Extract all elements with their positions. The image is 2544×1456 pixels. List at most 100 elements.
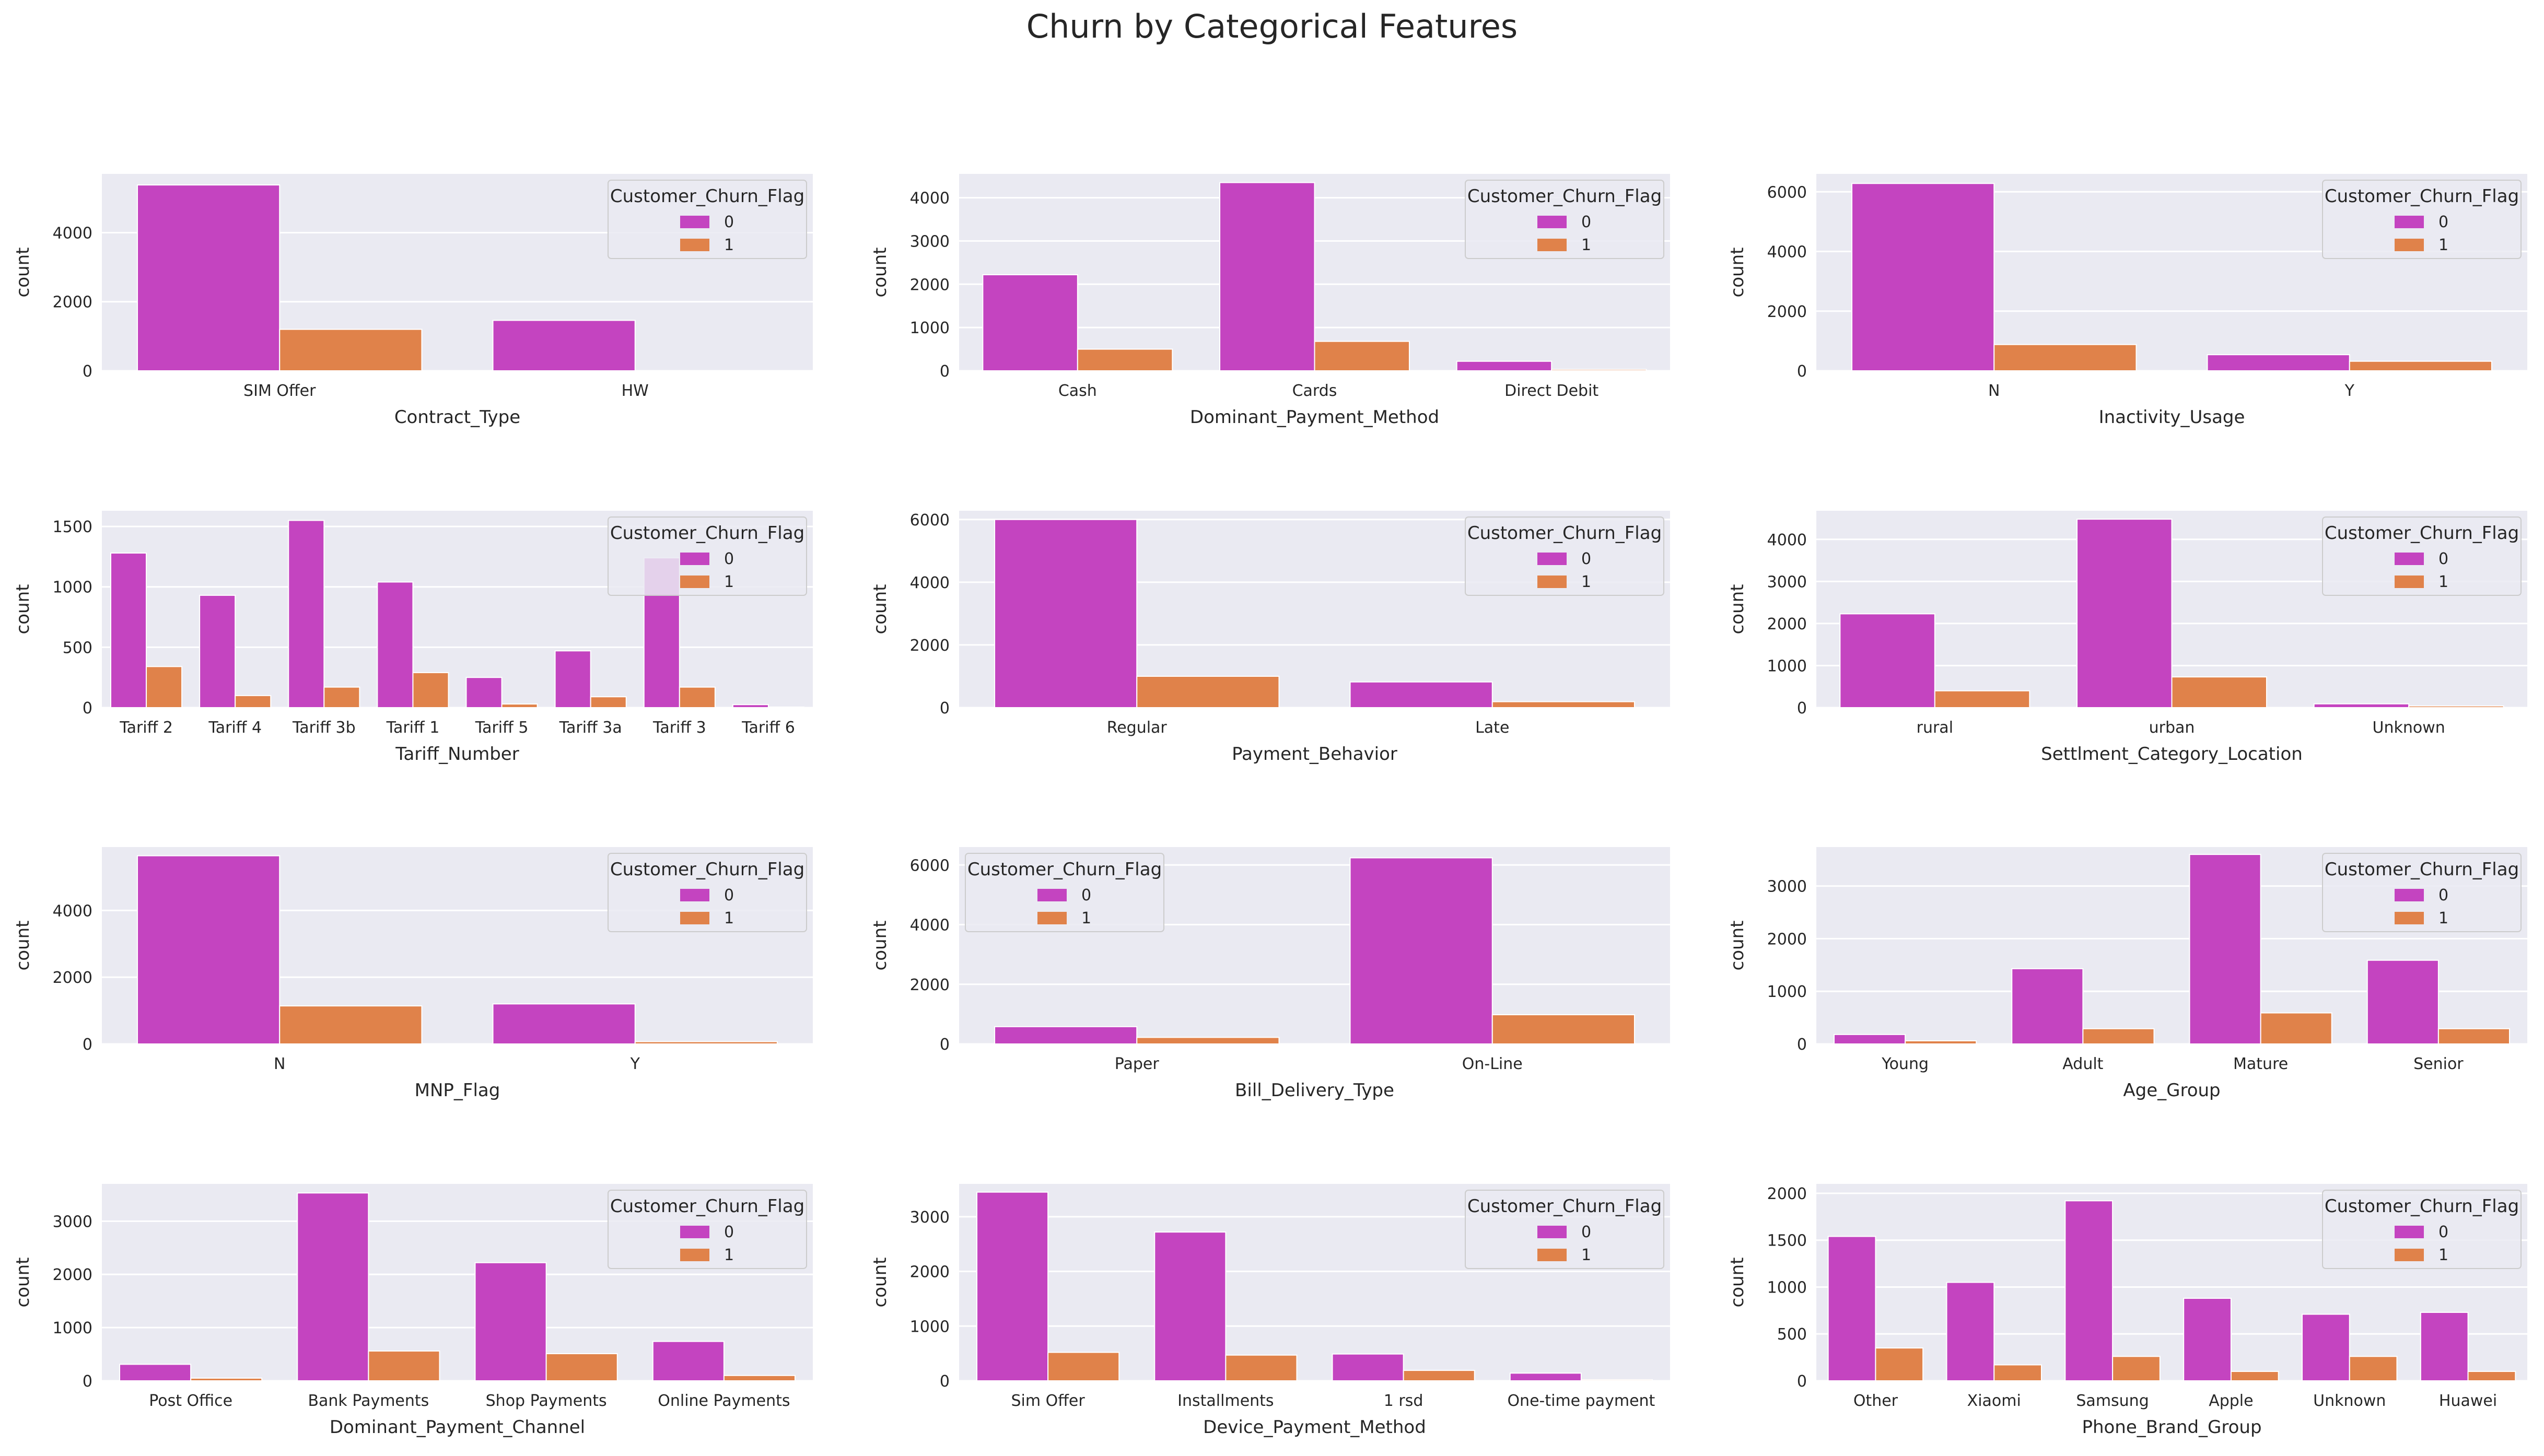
bar-Phone_Brand_Group-Xiaomi-1 <box>1993 1364 2042 1382</box>
legend-label: 0 <box>2438 1223 2448 1241</box>
bar-Device_Payment_Method-Installments-0 <box>1154 1231 1227 1381</box>
y-tick-label: 3000 <box>910 232 950 251</box>
x-tick-label: Tariff 1 <box>386 719 440 737</box>
y-tick-label: 4000 <box>53 224 92 242</box>
bar-Age_Group-Mature-0 <box>2189 854 2261 1044</box>
x-tick-label: Y <box>2344 382 2355 400</box>
y-tick-label: 1000 <box>910 319 950 337</box>
bar-Dominant_Payment_Method-Cash-1 <box>1077 348 1173 371</box>
subplot: 0 1000 2000 3000 4000 rural urban Unknown Settlm… <box>1727 511 2527 765</box>
y-axis-label: count <box>1727 584 1748 635</box>
y-axis-label: count <box>13 584 33 635</box>
x-tick-label: Installments <box>1177 1392 1274 1410</box>
y-tick-label: 1500 <box>53 518 92 536</box>
y-tick-label: 4000 <box>910 917 950 935</box>
bar-Dominant_Payment_Channel-Post Office-1 <box>190 1377 263 1382</box>
legend: Customer_Churn_Flag 0 1 <box>2322 1190 2522 1269</box>
legend-label: 0 <box>724 886 734 905</box>
y-tick-label: 0 <box>83 699 92 718</box>
legend: Customer_Churn_Flag 0 1 <box>608 516 807 596</box>
x-axis-label: Settlment_Category_Location <box>2041 744 2303 765</box>
subplot: 0 500 1000 1500 Tariff 2 Tariff 4 Tariff 3b Tar… <box>13 511 813 765</box>
x-tick-label: Online Payments <box>658 1392 790 1410</box>
bar-Age_Group-Adult-1 <box>2082 1028 2155 1044</box>
bar-Payment_Behavior-Regular-1 <box>1136 675 1280 708</box>
bar-MNP_Flag-N-1 <box>279 1005 423 1044</box>
legend-swatch <box>1037 889 1067 901</box>
x-tick-label: SIM Offer <box>243 382 316 400</box>
bar-Inactivity_Usage-Y-1 <box>2349 360 2492 371</box>
subplot: 0 1000 2000 3000 Sim Offer Installments 1 rsd O… <box>870 1184 1670 1438</box>
legend-label: 1 <box>2438 1246 2448 1264</box>
bar-Bill_Delivery_Type-Paper-1 <box>1136 1037 1280 1045</box>
x-tick-label: Cards <box>1292 382 1337 400</box>
y-tick-label: 6000 <box>910 511 950 530</box>
bar-Payment_Behavior-Regular-0 <box>994 519 1138 708</box>
bar-Payment_Behavior-Late-1 <box>1491 701 1635 709</box>
y-tick-label: 0 <box>1797 362 1807 381</box>
x-axis-label: Age_Group <box>2123 1080 2220 1101</box>
legend-title: Customer_Churn_Flag <box>967 859 1162 880</box>
y-tick-label: 0 <box>940 362 950 381</box>
bar-Tariff_Number-Tariff 2-0 <box>110 552 147 708</box>
y-tick-label: 0 <box>83 1036 92 1054</box>
legend: Customer_Churn_Flag 0 1 <box>608 180 807 259</box>
figure-title: Churn by Categorical Features <box>1026 7 1518 45</box>
x-tick-label: Unknown <box>2313 1392 2386 1410</box>
y-tick-label: 2000 <box>910 276 950 294</box>
x-tick-label: On-Line <box>1462 1055 1523 1073</box>
legend-swatch <box>680 1249 709 1261</box>
legend-title: Customer_Churn_Flag <box>1467 186 1662 207</box>
y-tick-label: 4000 <box>1767 243 1807 262</box>
x-tick-label: Regular <box>1107 719 1168 737</box>
y-tick-label: 0 <box>940 1036 950 1054</box>
subplot: 0 2000 4000 6000 Paper On-Line Bill_Delivery_T… <box>870 847 1670 1101</box>
legend-label: 0 <box>2438 886 2448 905</box>
y-tick-label: 0 <box>83 1372 92 1391</box>
bar-Dominant_Payment_Channel-Post Office-0 <box>119 1364 192 1382</box>
legend-title: Customer_Churn_Flag <box>1467 523 1662 544</box>
x-tick-label: Y <box>630 1055 640 1073</box>
y-tick-label: 2000 <box>1767 615 1807 633</box>
legend-label: 1 <box>724 1246 734 1264</box>
bar-Settlment_Category_Location-Unknown-0 <box>2313 703 2410 708</box>
x-tick-label: Post Office <box>149 1392 232 1410</box>
x-tick-label: Shop Payments <box>486 1392 607 1410</box>
y-tick-label: 500 <box>1777 1325 1807 1344</box>
x-tick-label: Samsung <box>2076 1392 2149 1410</box>
x-tick-label: Tariff 4 <box>208 719 262 737</box>
bar-Tariff_Number-Tariff 4-1 <box>235 695 272 709</box>
legend-swatch <box>2395 912 2424 924</box>
legend-swatch <box>1537 553 1567 565</box>
bar-Settlment_Category_Location-urban-0 <box>2076 519 2173 708</box>
legend: Customer_Churn_Flag 0 1 <box>608 853 807 932</box>
y-tick-label: 1000 <box>53 579 92 597</box>
y-tick-label: 1500 <box>1767 1232 1807 1250</box>
bar-Tariff_Number-Tariff 3-1 <box>679 686 716 709</box>
x-axis-label: Inactivity_Usage <box>2099 407 2245 428</box>
x-tick-label: Tariff 3b <box>292 719 356 737</box>
x-tick-label: Cash <box>1058 382 1097 400</box>
x-axis-label: Device_Payment_Method <box>1203 1417 1426 1438</box>
bar-Tariff_Number-Tariff 6-0 <box>732 704 769 708</box>
y-tick-label: 0 <box>1797 1372 1807 1391</box>
bar-Inactivity_Usage-N-0 <box>1851 183 1995 371</box>
y-axis-label: count <box>1727 248 1748 298</box>
legend-swatch <box>680 576 709 588</box>
y-tick-label: 0 <box>83 362 92 381</box>
y-tick-label: 2000 <box>53 969 92 987</box>
legend-title: Customer_Churn_Flag <box>610 1196 804 1217</box>
bar-Contract_Type-SIM Offer-0 <box>137 184 281 371</box>
bar-Phone_Brand_Group-Other-1 <box>1875 1347 1924 1382</box>
bar-Dominant_Payment_Channel-Online Payments-0 <box>652 1341 725 1382</box>
y-axis-label: count <box>1727 1258 1748 1308</box>
bar-Settlment_Category_Location-rural-0 <box>1839 613 1935 708</box>
bar-Device_Payment_Method-1 rsd-1 <box>1403 1370 1475 1382</box>
legend-label: 0 <box>2438 213 2448 231</box>
x-tick-label: Apple <box>2209 1392 2253 1410</box>
legend-label: 1 <box>1581 1246 1591 1264</box>
bar-MNP_Flag-Y-1 <box>634 1041 778 1044</box>
legend-swatch <box>1537 239 1567 251</box>
y-axis-label: count <box>13 248 33 298</box>
x-tick-label: Late <box>1475 719 1509 737</box>
